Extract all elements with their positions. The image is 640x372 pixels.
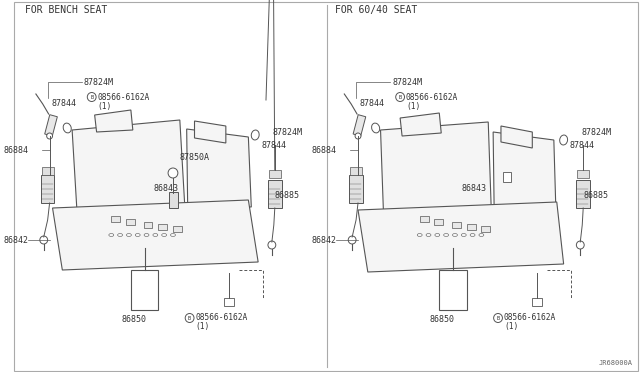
Text: 86850: 86850	[429, 315, 454, 324]
Bar	[503, 172, 511, 182]
Text: FOR 60/40 SEAT: FOR 60/40 SEAT	[335, 5, 417, 15]
Text: 86884: 86884	[312, 145, 337, 154]
Text: 86850: 86850	[121, 315, 146, 324]
Polygon shape	[195, 121, 226, 143]
Ellipse shape	[372, 123, 380, 133]
Circle shape	[87, 93, 96, 102]
Bar	[224, 298, 234, 306]
Ellipse shape	[560, 135, 568, 145]
Text: B: B	[90, 94, 93, 99]
Text: 87824M: 87824M	[273, 128, 303, 137]
Text: B: B	[188, 315, 191, 321]
Polygon shape	[187, 129, 252, 207]
Bar	[350, 167, 362, 175]
Bar	[158, 224, 167, 230]
Circle shape	[40, 236, 47, 244]
Text: (1): (1)	[195, 323, 210, 331]
Bar	[126, 219, 135, 225]
Circle shape	[47, 133, 52, 139]
Bar	[269, 170, 281, 178]
Bar	[577, 170, 589, 178]
Polygon shape	[95, 110, 133, 132]
Text: 87824M: 87824M	[581, 128, 611, 137]
Bar	[481, 226, 490, 232]
Text: 87850A: 87850A	[180, 153, 210, 161]
Circle shape	[355, 133, 361, 139]
Bar	[439, 270, 467, 310]
Polygon shape	[501, 126, 532, 148]
Text: 86884: 86884	[3, 145, 28, 154]
Text: 86843: 86843	[154, 183, 179, 192]
Text: 86885: 86885	[275, 190, 300, 199]
Circle shape	[493, 314, 502, 323]
Bar	[111, 216, 120, 222]
Bar	[169, 192, 178, 208]
Text: FOR BENCH SEAT: FOR BENCH SEAT	[25, 5, 108, 15]
Text: 86843: 86843	[462, 183, 487, 192]
Bar	[41, 175, 54, 203]
Text: 08566-6162A: 08566-6162A	[195, 314, 248, 323]
Bar	[173, 226, 182, 232]
Polygon shape	[358, 202, 564, 272]
Text: 87824M: 87824M	[84, 77, 114, 87]
Ellipse shape	[252, 130, 259, 140]
Text: 87844: 87844	[52, 99, 77, 108]
Bar	[45, 115, 58, 136]
Circle shape	[268, 241, 276, 249]
Bar	[143, 222, 152, 228]
Bar	[42, 167, 54, 175]
Text: 08566-6162A: 08566-6162A	[504, 314, 556, 323]
Text: 86885: 86885	[583, 190, 608, 199]
Polygon shape	[72, 120, 185, 212]
Text: B: B	[399, 94, 402, 99]
Text: B: B	[497, 315, 500, 321]
Bar	[577, 180, 590, 208]
Polygon shape	[400, 113, 441, 136]
Bar	[435, 219, 444, 225]
Bar	[420, 216, 429, 222]
Polygon shape	[493, 132, 556, 207]
Bar	[532, 298, 542, 306]
Text: (1): (1)	[406, 102, 420, 110]
Polygon shape	[52, 200, 258, 270]
Bar	[353, 115, 365, 136]
Circle shape	[168, 168, 178, 178]
Polygon shape	[381, 122, 491, 213]
Circle shape	[577, 241, 584, 249]
Text: 87824M: 87824M	[392, 77, 422, 87]
Circle shape	[185, 314, 194, 323]
Text: 87844: 87844	[261, 141, 286, 150]
Text: 86842: 86842	[3, 235, 28, 244]
Text: 87844: 87844	[570, 141, 595, 150]
Circle shape	[396, 93, 404, 102]
Bar	[349, 175, 363, 203]
Bar	[131, 270, 158, 310]
Text: (1): (1)	[504, 323, 518, 331]
Bar	[268, 180, 282, 208]
Text: (1): (1)	[97, 102, 112, 110]
Text: 08566-6162A: 08566-6162A	[97, 93, 150, 102]
Bar	[452, 222, 461, 228]
Text: 86842: 86842	[312, 235, 337, 244]
Text: JR68000A: JR68000A	[598, 360, 632, 366]
Ellipse shape	[63, 123, 71, 133]
Bar	[467, 224, 476, 230]
Text: 08566-6162A: 08566-6162A	[406, 93, 458, 102]
Circle shape	[348, 236, 356, 244]
Text: 87844: 87844	[360, 99, 385, 108]
